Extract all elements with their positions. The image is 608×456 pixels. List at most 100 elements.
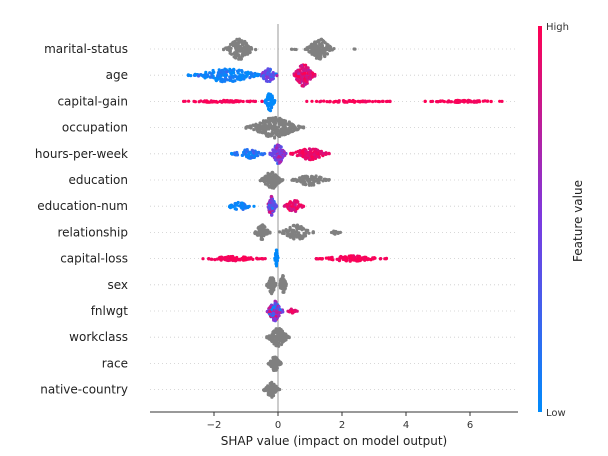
shap-point xyxy=(193,100,197,104)
shap-point xyxy=(388,99,392,103)
shap-point xyxy=(323,54,327,59)
shap-point xyxy=(245,48,249,52)
shap-point xyxy=(209,75,213,79)
shap-point xyxy=(266,180,271,184)
shap-point xyxy=(266,228,270,232)
shap-point xyxy=(218,99,222,103)
shap-point xyxy=(251,123,255,127)
shap-point xyxy=(240,153,244,157)
shap-point xyxy=(317,49,321,54)
shap-point xyxy=(380,99,384,103)
shap-point xyxy=(288,235,292,239)
shap-point xyxy=(267,117,271,121)
feature-label-hours-per-week: hours-per-week xyxy=(35,147,128,161)
shap-point xyxy=(258,225,262,229)
shap-point xyxy=(297,227,301,231)
shap-point xyxy=(229,42,233,46)
shap-point xyxy=(281,129,285,133)
shap-point xyxy=(293,203,297,207)
shap-point xyxy=(226,258,230,263)
shap-point xyxy=(230,71,234,75)
shap-point xyxy=(233,207,237,211)
shap-point xyxy=(322,39,326,43)
shap-point xyxy=(291,203,295,207)
shap-point xyxy=(285,203,289,207)
shap-point xyxy=(246,205,250,209)
shap-point xyxy=(219,79,223,83)
shap-point xyxy=(281,231,285,235)
shap-point xyxy=(269,390,273,394)
shap-point xyxy=(283,204,287,208)
shap-point xyxy=(243,148,247,152)
shap-point xyxy=(280,133,284,137)
shap-point xyxy=(278,387,282,392)
shap-point xyxy=(294,74,298,78)
colorbar: High Low Feature value xyxy=(538,22,585,419)
shap-point xyxy=(224,100,228,104)
shap-point xyxy=(454,100,458,104)
shap-point xyxy=(301,68,305,72)
shap-point xyxy=(260,234,264,238)
feature-label-relationship: relationship xyxy=(57,225,128,239)
shap-point xyxy=(278,230,282,234)
shap-point xyxy=(266,104,270,108)
shap-point xyxy=(254,151,258,155)
shap-point xyxy=(271,180,275,184)
shap-point xyxy=(266,171,270,175)
shap-point xyxy=(373,99,378,103)
shap-point xyxy=(271,305,276,309)
shap-point xyxy=(236,69,240,74)
shap-point xyxy=(278,308,282,312)
shap-point xyxy=(366,99,370,103)
shap-point xyxy=(294,47,298,52)
shap-point xyxy=(282,282,286,286)
shap-point xyxy=(291,224,295,228)
shap-point xyxy=(241,99,245,104)
shap-point xyxy=(282,120,286,124)
shap-point xyxy=(280,287,284,291)
shap-point xyxy=(363,100,367,104)
shap-point xyxy=(292,207,296,211)
shap-point xyxy=(280,310,284,314)
shap-point xyxy=(262,152,267,156)
shap-point xyxy=(489,99,493,104)
shap-point xyxy=(270,292,274,296)
shap-point xyxy=(278,177,282,181)
shap-point xyxy=(263,122,267,126)
shap-point xyxy=(327,152,331,156)
shap-point xyxy=(266,390,270,394)
x-tick-label: 4 xyxy=(403,420,409,431)
shap-point xyxy=(371,256,375,260)
shap-point xyxy=(302,182,306,186)
shap-point xyxy=(289,151,293,155)
shap-point xyxy=(264,101,268,105)
shap-point xyxy=(246,153,250,157)
shap-point xyxy=(309,150,313,154)
shap-point xyxy=(242,151,246,155)
shap-point xyxy=(233,204,237,208)
shap-point xyxy=(269,105,274,109)
feature-label-education: education xyxy=(68,173,128,187)
feature-label-workclass: workclass xyxy=(69,330,128,344)
shap-point xyxy=(252,128,256,132)
shap-point xyxy=(338,230,342,235)
shap-point xyxy=(272,281,276,285)
shap-point xyxy=(281,290,285,294)
shap-point xyxy=(342,100,346,104)
shap-point xyxy=(261,257,265,261)
shap-point xyxy=(233,79,237,83)
shap-point xyxy=(481,99,485,103)
shap-point xyxy=(309,44,313,48)
shap-point xyxy=(322,50,326,54)
shap-point xyxy=(276,158,280,162)
shap-point xyxy=(255,126,259,130)
shap-point xyxy=(268,393,272,397)
shap-point xyxy=(270,206,275,210)
shap-point xyxy=(273,131,277,135)
shap-point xyxy=(294,70,298,74)
shap-point xyxy=(281,340,285,344)
shap-point xyxy=(267,123,272,127)
shap-point xyxy=(287,335,291,339)
shap-point xyxy=(284,228,288,232)
shap-point xyxy=(273,339,277,343)
